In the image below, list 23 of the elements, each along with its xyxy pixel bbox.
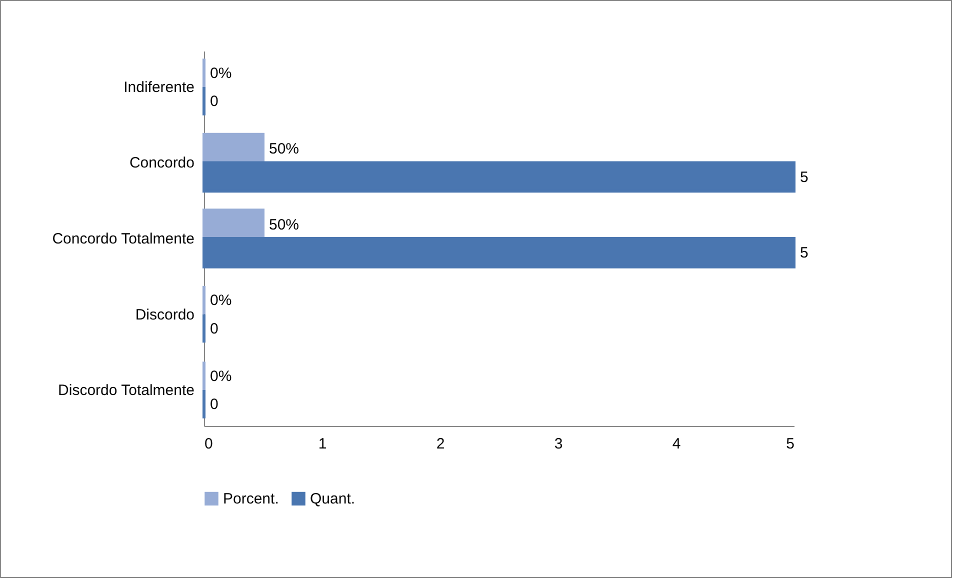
x-tick-label: 0 (204, 436, 213, 452)
x-tick-label: 5 (786, 436, 794, 452)
x-tick-label: 2 (436, 436, 445, 452)
legend-label: Porcent. (223, 490, 279, 508)
y-tick-label: Concordo (129, 154, 194, 172)
y-tick-label: Indiferente (124, 78, 194, 96)
data-label: 0% (210, 292, 232, 310)
y-tick-label: Concordo Totalmente (52, 230, 194, 248)
legend-label: Quant. (310, 490, 356, 508)
data-label: 5 (800, 168, 808, 186)
y-tick-label: Discordo (135, 306, 194, 324)
data-label: 0 (210, 320, 218, 338)
x-tick-label: 1 (318, 436, 327, 452)
y-tick-label: Discordo Totalmente (58, 382, 194, 400)
data-label: 50% (269, 216, 300, 234)
data-label: 0% (210, 64, 232, 82)
data-label: 0% (210, 368, 232, 385)
data-label: 0 (210, 93, 218, 110)
x-tick-label: 4 (672, 436, 681, 452)
data-label: 50% (269, 140, 300, 158)
x-tick-label: 3 (554, 436, 563, 452)
data-label: 5 (800, 244, 808, 262)
data-label: 0 (210, 396, 218, 414)
